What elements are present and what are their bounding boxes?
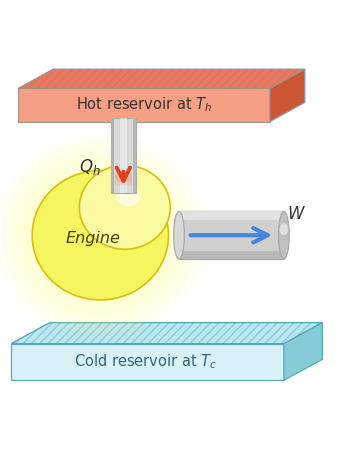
- Polygon shape: [114, 176, 132, 184]
- Ellipse shape: [280, 223, 288, 235]
- Polygon shape: [179, 212, 284, 259]
- Polygon shape: [133, 118, 136, 193]
- Ellipse shape: [116, 187, 140, 207]
- Text: Cold reservoir at $T_c$: Cold reservoir at $T_c$: [74, 352, 217, 371]
- Text: $Q_h$: $Q_h$: [79, 157, 101, 177]
- Polygon shape: [114, 177, 132, 185]
- Ellipse shape: [174, 212, 184, 259]
- Polygon shape: [11, 323, 322, 344]
- Polygon shape: [114, 174, 132, 182]
- Polygon shape: [120, 118, 127, 193]
- Text: $W$: $W$: [287, 205, 306, 222]
- Polygon shape: [114, 173, 132, 180]
- Polygon shape: [18, 88, 270, 121]
- Ellipse shape: [79, 165, 170, 249]
- Polygon shape: [114, 175, 132, 183]
- Polygon shape: [114, 173, 132, 181]
- Polygon shape: [18, 69, 305, 88]
- Polygon shape: [179, 212, 284, 220]
- Polygon shape: [179, 251, 284, 259]
- Polygon shape: [270, 69, 305, 121]
- Text: Engine: Engine: [66, 231, 121, 246]
- Polygon shape: [284, 323, 322, 381]
- Ellipse shape: [279, 212, 289, 259]
- Ellipse shape: [32, 171, 168, 300]
- Polygon shape: [114, 172, 132, 179]
- Polygon shape: [111, 118, 114, 193]
- Text: Hot reservoir at $T_h$: Hot reservoir at $T_h$: [76, 96, 212, 114]
- Polygon shape: [114, 178, 132, 186]
- Polygon shape: [11, 344, 284, 381]
- Polygon shape: [111, 118, 136, 193]
